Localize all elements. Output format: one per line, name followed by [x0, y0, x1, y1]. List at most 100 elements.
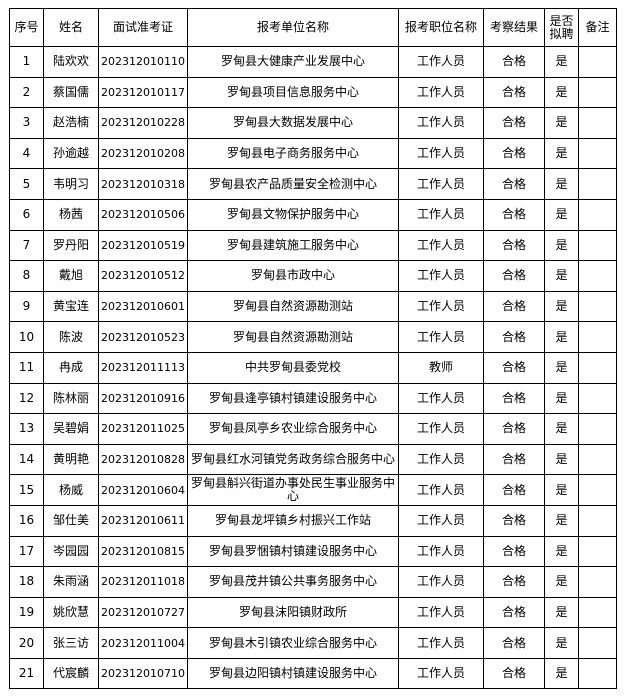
cell-hired: 是 — [544, 76, 579, 109]
cell-position: 工作人员 — [398, 168, 484, 200]
cell-index: 11 — [9, 351, 44, 384]
cell-exam-id: 202312010916 — [98, 382, 188, 415]
header-result: 考察结果 — [483, 8, 545, 47]
cell-position: 工作人员 — [398, 229, 484, 262]
cell-result: 合格 — [483, 168, 545, 200]
cell-index: 14 — [9, 443, 44, 476]
cell-result: 合格 — [483, 76, 545, 109]
cell-unit: 罗甸县自然资源勘测站 — [187, 290, 399, 323]
cell-name: 杨茜 — [43, 198, 99, 231]
cell-index: 9 — [9, 290, 44, 323]
cell-result: 合格 — [483, 413, 545, 445]
table-row: 20 张三访 202312011004 罗甸县木引镇农业综合服务中心 工作人员 合格是 — [9, 627, 617, 659]
cell-remark — [578, 596, 617, 629]
cell-index: 3 — [9, 107, 44, 139]
table-row: 7 罗丹阳 202312010519 罗甸县建筑施工服务中心 工作人员 合格是 — [9, 229, 617, 262]
cell-position: 工作人员 — [398, 321, 484, 353]
cell-exam-id: 202312010519 — [98, 229, 188, 262]
cell-index: 10 — [9, 321, 44, 353]
cell-index: 16 — [9, 504, 44, 537]
cell-unit: 中共罗甸县委党校 — [187, 351, 399, 384]
cell-name: 姚欣慧 — [43, 596, 99, 629]
header-name: 姓名 — [43, 8, 99, 47]
cell-exam-id: 202312010710 — [98, 657, 188, 690]
cell-result: 合格 — [483, 46, 545, 78]
cell-name: 黄宝连 — [43, 290, 99, 323]
cell-remark — [578, 229, 617, 262]
table-row: 14 黄明艳 202312010828 罗甸县红水河镇党务政务综合服务中心 工作人员 合格… — [9, 443, 617, 476]
cell-position: 工作人员 — [398, 107, 484, 139]
cell-hired: 是 — [544, 413, 579, 445]
cell-exam-id: 202312011025 — [98, 413, 188, 445]
cell-remark — [578, 76, 617, 109]
cell-hired: 是 — [544, 382, 579, 415]
cell-remark — [578, 260, 617, 292]
cell-position: 工作人员 — [398, 260, 484, 292]
header-remark: 备注 — [578, 8, 617, 47]
cell-hired: 是 — [544, 168, 579, 200]
cell-result: 合格 — [483, 290, 545, 323]
table-row: 15 杨威 202312010604 罗甸县斛兴街道办事处民生事业服务中心 工作人员 合格… — [9, 474, 617, 506]
cell-name: 陈波 — [43, 321, 99, 353]
candidates-table: 序号 姓名 面试准考证 报考单位名称 报考职位名称 考察结果 是否拟聘 备注 1 陆欢欢 2023… — [9, 8, 617, 690]
table-row: 9 黄宝连 202312010601 罗甸县自然资源勘测站 工作人员 合格是 — [9, 290, 617, 323]
cell-hired: 是 — [544, 351, 579, 384]
cell-exam-id: 202312010601 — [98, 290, 188, 323]
cell-result: 合格 — [483, 443, 545, 476]
cell-unit: 罗甸县木引镇农业综合服务中心 — [187, 627, 399, 659]
cell-unit: 罗甸县项目信息服务中心 — [187, 76, 399, 109]
cell-unit: 罗甸县电子商务服务中心 — [187, 137, 399, 170]
cell-unit: 罗甸县茂井镇公共事务服务中心 — [187, 566, 399, 598]
cell-exam-id: 202312010828 — [98, 443, 188, 476]
cell-index: 1 — [9, 46, 44, 78]
cell-exam-id: 202312010318 — [98, 168, 188, 200]
cell-exam-id: 202312010523 — [98, 321, 188, 353]
cell-hired: 是 — [544, 657, 579, 690]
cell-result: 合格 — [483, 596, 545, 629]
table-row: 10 陈波 202312010523 罗甸县自然资源勘测站 工作人员 合格是 — [9, 321, 617, 353]
cell-name: 韦明习 — [43, 168, 99, 200]
cell-remark — [578, 321, 617, 353]
cell-unit: 罗甸县大健康产业发展中心 — [187, 46, 399, 78]
cell-remark — [578, 566, 617, 598]
cell-index: 18 — [9, 566, 44, 598]
table-row: 21 代宸麟 202312010710 罗甸县边阳镇村镇建设服务中心 工作人员 合格是 — [9, 657, 617, 690]
cell-exam-id: 202312010611 — [98, 504, 188, 537]
cell-hired: 是 — [544, 260, 579, 292]
cell-hired: 是 — [544, 474, 579, 506]
cell-position: 教师 — [398, 351, 484, 384]
cell-index: 21 — [9, 657, 44, 690]
cell-remark — [578, 137, 617, 170]
cell-result: 合格 — [483, 474, 545, 506]
cell-remark — [578, 198, 617, 231]
cell-index: 17 — [9, 535, 44, 568]
cell-name: 岑园园 — [43, 535, 99, 568]
cell-unit: 罗甸县斛兴街道办事处民生事业服务中心 — [187, 474, 399, 506]
cell-position: 工作人员 — [398, 657, 484, 690]
cell-remark — [578, 504, 617, 537]
cell-remark — [578, 46, 617, 78]
cell-hired: 是 — [544, 46, 579, 78]
cell-position: 工作人员 — [398, 413, 484, 445]
cell-position: 工作人员 — [398, 566, 484, 598]
cell-index: 8 — [9, 260, 44, 292]
cell-remark — [578, 168, 617, 200]
cell-remark — [578, 107, 617, 139]
cell-result: 合格 — [483, 566, 545, 598]
cell-exam-id: 202312010208 — [98, 137, 188, 170]
cell-remark — [578, 474, 617, 506]
cell-name: 邹仕美 — [43, 504, 99, 537]
cell-result: 合格 — [483, 198, 545, 231]
cell-result: 合格 — [483, 321, 545, 353]
cell-unit: 罗甸县罗悃镇村镇建设服务中心 — [187, 535, 399, 568]
cell-hired: 是 — [544, 107, 579, 139]
cell-name: 冉成 — [43, 351, 99, 384]
cell-hired: 是 — [544, 566, 579, 598]
cell-index: 5 — [9, 168, 44, 200]
table-row: 19 姚欣慧 202312010727 罗甸县沫阳镇财政所 工作人员 合格是 — [9, 596, 617, 629]
cell-position: 工作人员 — [398, 535, 484, 568]
cell-result: 合格 — [483, 382, 545, 415]
cell-exam-id: 202312010228 — [98, 107, 188, 139]
cell-remark — [578, 382, 617, 415]
cell-hired: 是 — [544, 627, 579, 659]
